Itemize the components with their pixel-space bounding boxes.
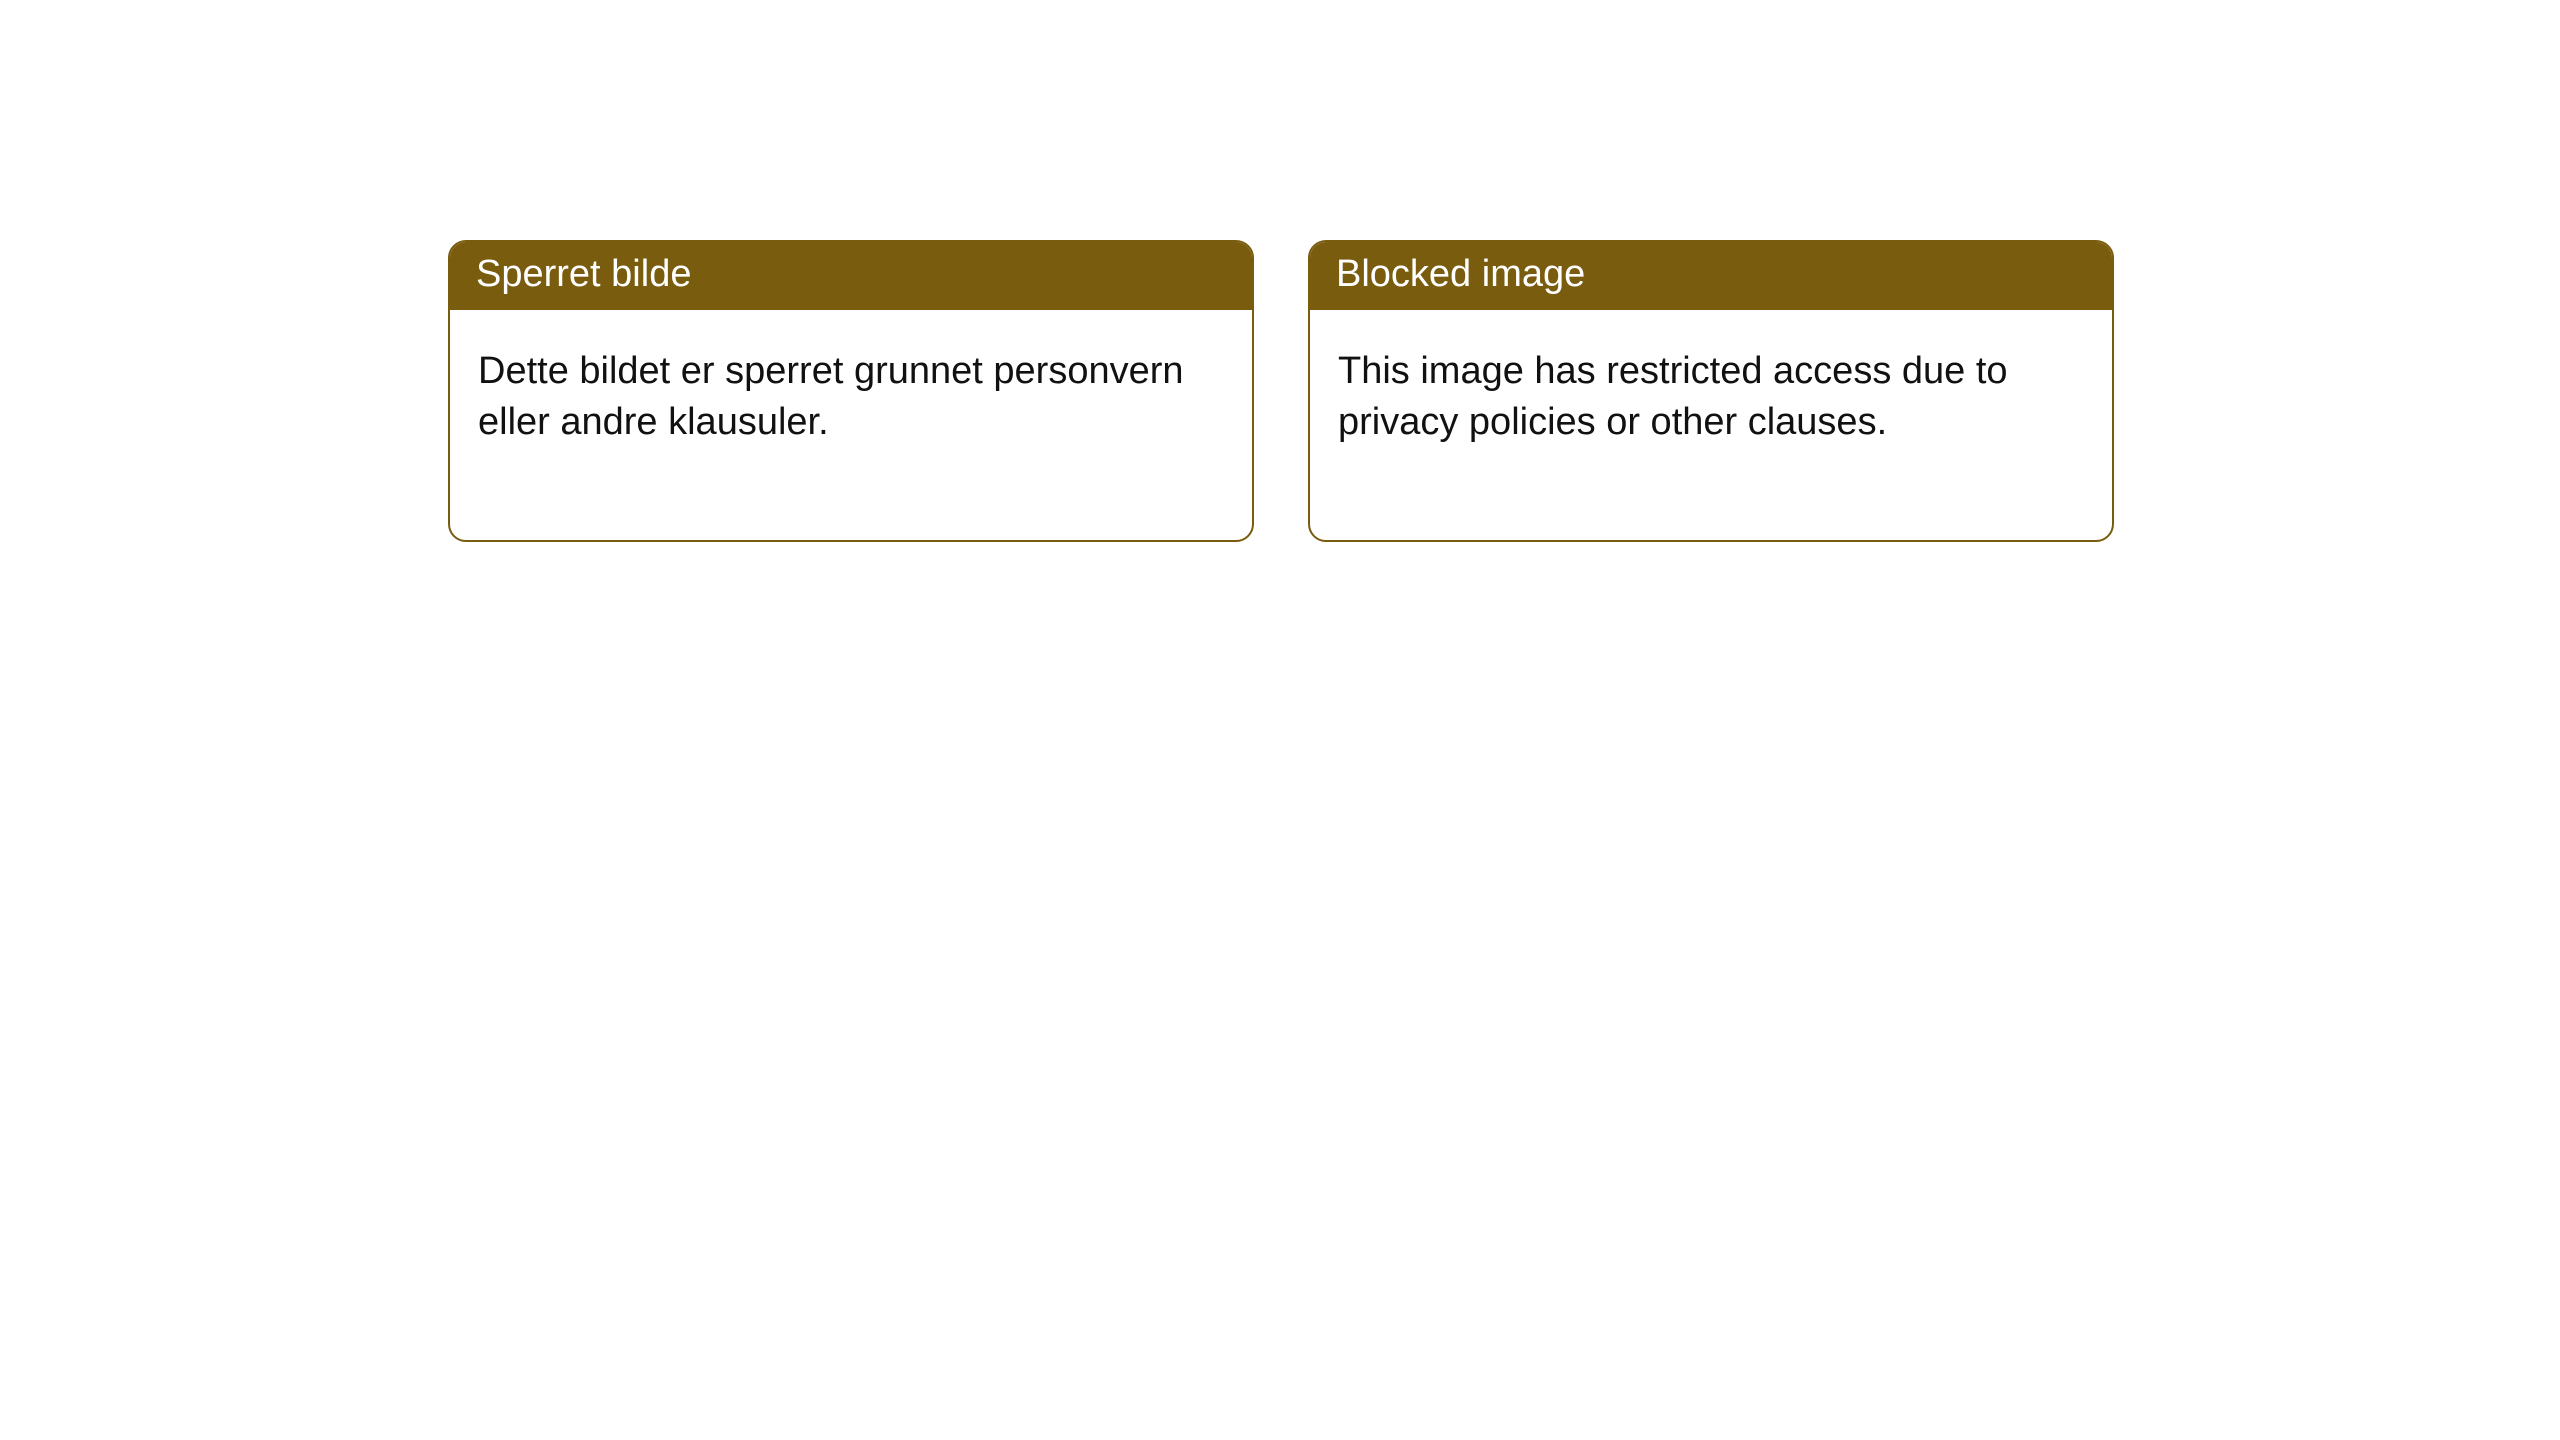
notice-title-norwegian: Sperret bilde [450, 242, 1252, 310]
notice-card-norwegian: Sperret bilde Dette bildet er sperret gr… [448, 240, 1254, 542]
notice-body-english: This image has restricted access due to … [1310, 310, 2112, 540]
notice-body-norwegian: Dette bildet er sperret grunnet personve… [450, 310, 1252, 540]
notice-card-english: Blocked image This image has restricted … [1308, 240, 2114, 542]
notice-title-english: Blocked image [1310, 242, 2112, 310]
notice-container: Sperret bilde Dette bildet er sperret gr… [0, 0, 2560, 542]
